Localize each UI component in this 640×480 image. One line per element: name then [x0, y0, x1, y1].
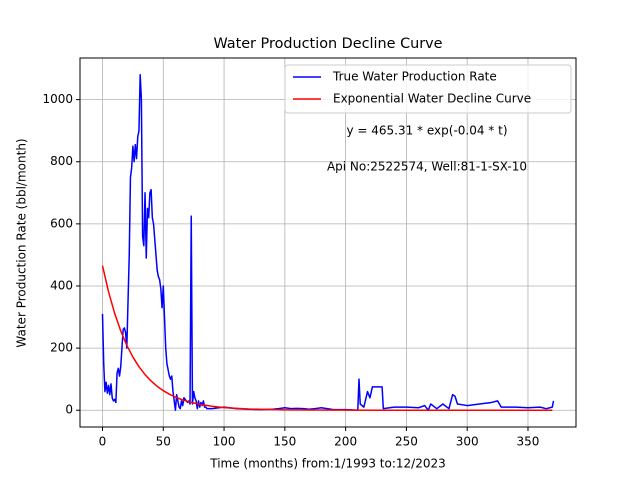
- x-axis-label: Time (months) from:1/1993 to:12/2023: [209, 457, 446, 471]
- series-line: [101, 74, 555, 411]
- x-tick-label: 100: [213, 435, 236, 449]
- plot-frame: [79, 57, 577, 428]
- y-tick-label: 600: [50, 216, 73, 230]
- legend-label: True Water Production Rate: [332, 70, 497, 84]
- y-tick-label: 1000: [42, 92, 73, 106]
- lines: [101, 74, 555, 411]
- y-tick-label: 0: [65, 403, 73, 417]
- legend-box: [284, 64, 572, 114]
- y-tick-label: 200: [50, 341, 73, 355]
- annotation: y = 465.31 * exp(-0.04 * t): [346, 124, 507, 138]
- x-tick-label: 200: [334, 435, 357, 449]
- legend: True Water Production Rate Exponential Wa…: [284, 64, 572, 114]
- y-axis-label: Water Production Rate (bbl/month): [15, 138, 29, 347]
- annotation: Api No:2522574, Well:81-1-SX-10: [327, 160, 527, 174]
- legend-label: Exponential Water Decline Curve: [333, 92, 531, 106]
- x-tick-label: 350: [517, 435, 540, 449]
- x-tick-label: 0: [99, 435, 107, 449]
- x-tick-label: 50: [156, 435, 171, 449]
- y-tick-label: 800: [50, 154, 73, 168]
- chart-title: Water Production Decline Curve: [213, 36, 442, 52]
- series-line: [101, 265, 553, 411]
- x-tick-label: 250: [395, 435, 418, 449]
- x-tick-label: 150: [273, 435, 296, 449]
- x-tick-label: 300: [456, 435, 479, 449]
- y-tick-label: 400: [50, 278, 73, 292]
